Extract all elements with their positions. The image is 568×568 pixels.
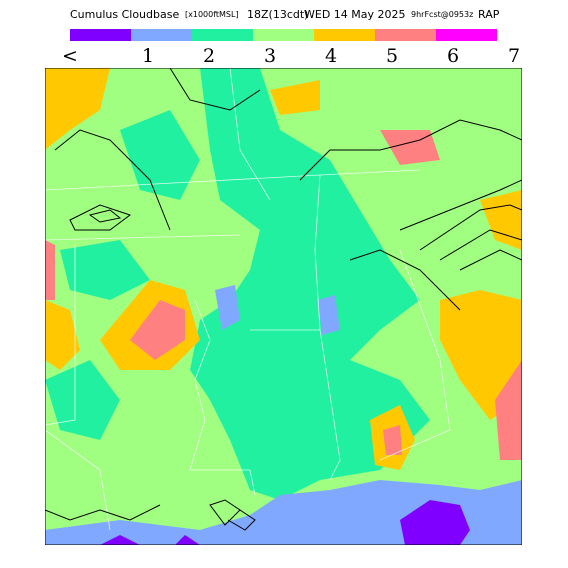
title-product: Cumulus Cloudbase (70, 8, 179, 21)
colorbar-swatch (70, 29, 131, 41)
title-model: RAP (478, 8, 500, 21)
colorbar-label: 6 (447, 45, 459, 67)
title-forecast: 9hrFcst@0953z (411, 10, 473, 19)
colorbar-label: 3 (264, 45, 276, 67)
colorbar-label: 2 (203, 45, 215, 67)
colorbar-label: < (62, 45, 78, 67)
title-date: WED 14 May 2025 (304, 8, 406, 21)
title-units: [x1000ftMSL] (185, 10, 239, 19)
colorbar-swatch (131, 29, 192, 41)
colorbar-swatch (375, 29, 436, 41)
colorbar-swatch (192, 29, 253, 41)
colorbar-swatch (314, 29, 375, 41)
colorbar-swatch (436, 29, 497, 41)
colorbar-label: 1 (142, 45, 154, 67)
colorbar-label: 7 (508, 45, 520, 67)
colorbar-swatch (253, 29, 314, 41)
colorbar-label: 5 (386, 45, 398, 67)
map (45, 68, 522, 545)
colorbar: <1 2 3 4 5 6 7 (62, 29, 520, 67)
colorbar-label: 4 (325, 45, 337, 67)
title-time: 18Z(13cdt) (247, 8, 308, 21)
